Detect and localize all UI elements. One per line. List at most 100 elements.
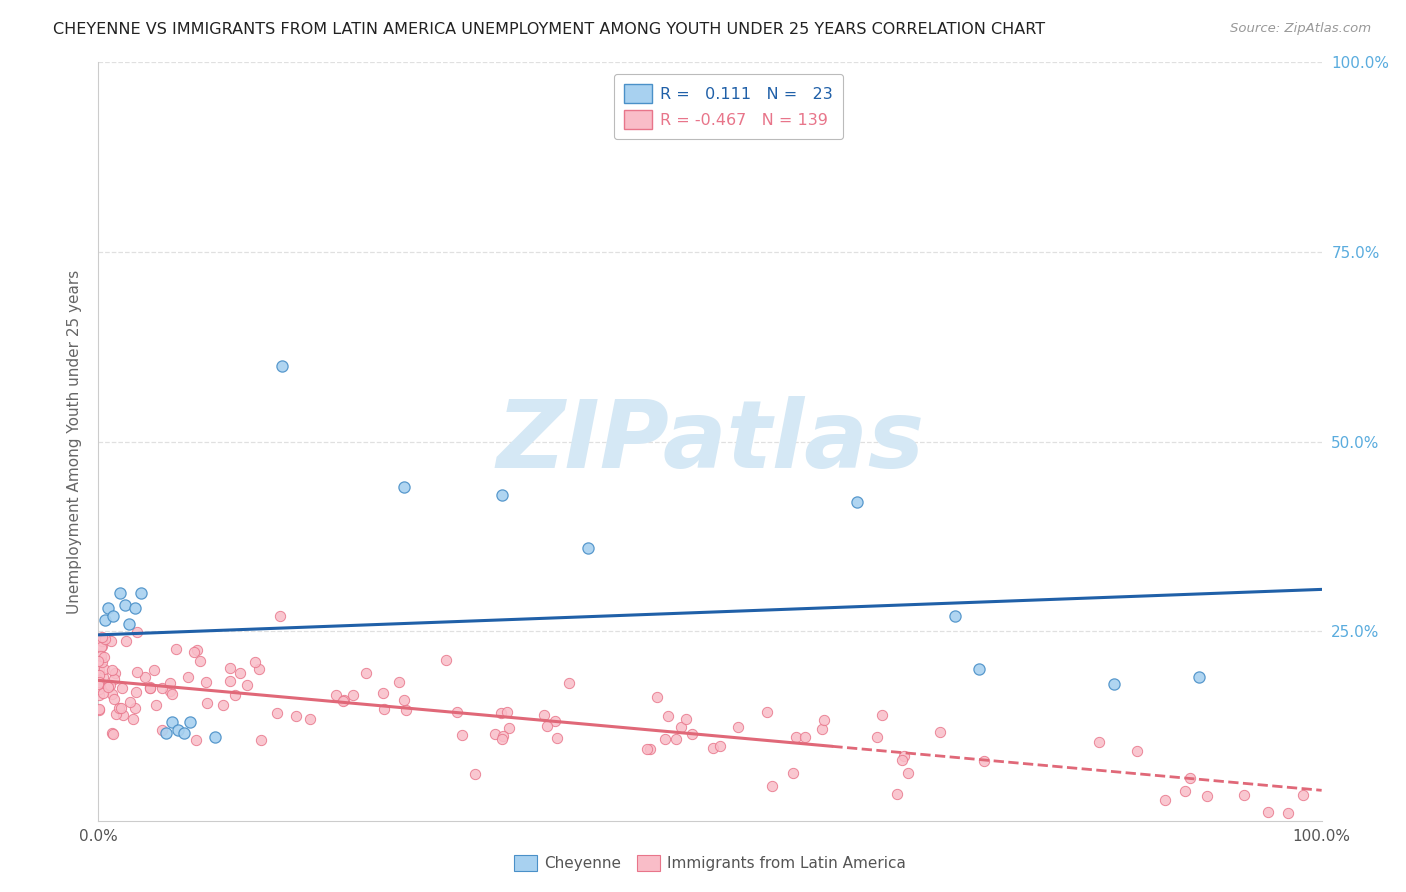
Point [782, 766, 804, 780]
Point [111, 681, 134, 695]
Point [973, 754, 995, 768]
Point [243, 655, 266, 669]
Point [1125, 744, 1147, 758]
Point [103, 673, 125, 687]
Point [298, 713, 321, 727]
Point [125, 625, 148, 640]
Point [91, 670, 114, 684]
Point [657, 709, 679, 723]
Point [139, 681, 162, 696]
Point [229, 666, 252, 681]
Point [373, 701, 395, 715]
Point [1195, 789, 1218, 803]
Point [270, 359, 294, 373]
Point [97, 601, 120, 615]
Point [1102, 677, 1125, 691]
Point [1291, 788, 1313, 802]
Point [167, 723, 190, 737]
Point [492, 729, 515, 743]
Point [87, 679, 110, 693]
Point [89, 681, 111, 696]
Point [138, 681, 160, 695]
Point [87, 654, 110, 668]
Text: ZIPatlas: ZIPatlas [496, 395, 924, 488]
Point [90, 640, 112, 654]
Point [155, 726, 177, 740]
Point [124, 685, 146, 699]
Point [681, 727, 703, 741]
Point [450, 728, 472, 742]
Point [870, 707, 893, 722]
Point [636, 741, 658, 756]
Point [114, 598, 136, 612]
Point [127, 665, 149, 679]
Point [101, 663, 124, 677]
Point [249, 732, 271, 747]
Point [547, 731, 569, 746]
Point [845, 495, 868, 509]
Point [159, 684, 181, 698]
Point [129, 586, 152, 600]
Point [785, 730, 807, 744]
Point [266, 706, 288, 720]
Point [576, 541, 599, 555]
Point [90, 648, 112, 663]
Point [87, 667, 110, 681]
Point [101, 726, 124, 740]
Point [134, 670, 156, 684]
Point [87, 688, 110, 702]
Point [793, 731, 815, 745]
Point [121, 712, 143, 726]
Point [1257, 805, 1279, 819]
Point [640, 742, 662, 756]
Point [173, 726, 195, 740]
Point [891, 753, 914, 767]
Point [373, 685, 395, 699]
Point [709, 739, 731, 753]
Point [139, 681, 162, 695]
Point [91, 686, 114, 700]
Point [654, 731, 676, 746]
Point [489, 706, 512, 721]
Point [496, 705, 519, 719]
Point [124, 701, 146, 715]
Point [332, 694, 354, 708]
Point [675, 712, 697, 726]
Point [212, 698, 235, 712]
Point [484, 727, 506, 741]
Point [356, 666, 378, 681]
Point [186, 643, 208, 657]
Point [93, 613, 115, 627]
Point [491, 732, 513, 747]
Point [204, 730, 226, 744]
Point [98, 678, 121, 692]
Point [105, 706, 128, 721]
Point [165, 642, 187, 657]
Point [118, 616, 141, 631]
Point [219, 673, 242, 688]
Point [896, 766, 918, 780]
Point [93, 649, 115, 664]
Point [100, 633, 122, 648]
Point [218, 661, 240, 675]
Point [236, 678, 259, 692]
Point [90, 640, 112, 654]
Point [811, 722, 834, 736]
Point [108, 701, 131, 715]
Point [101, 687, 124, 701]
Point [110, 701, 132, 715]
Point [118, 695, 141, 709]
Point [1153, 793, 1175, 807]
Point [1174, 784, 1197, 798]
Point [150, 723, 173, 738]
Point [558, 676, 581, 690]
Point [87, 703, 110, 717]
Point [727, 720, 749, 734]
Point [150, 681, 173, 695]
Point [664, 732, 686, 747]
Point [543, 714, 565, 728]
Point [392, 480, 416, 494]
Point [188, 654, 211, 668]
Point [179, 715, 201, 730]
Point [943, 608, 966, 623]
